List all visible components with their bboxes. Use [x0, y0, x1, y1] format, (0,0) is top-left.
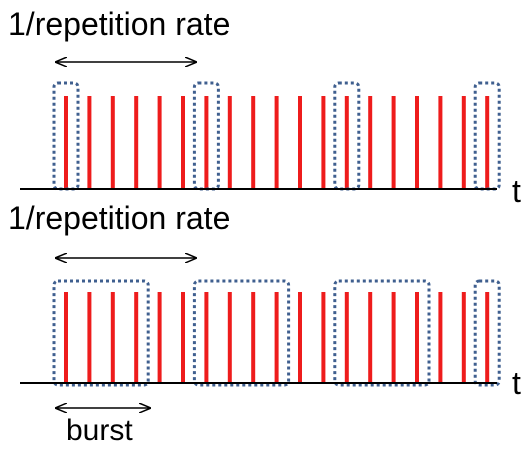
bottom-pulse	[204, 292, 209, 383]
top-pulse	[298, 96, 302, 189]
top-pulse	[274, 96, 279, 189]
top-pulse	[110, 96, 115, 189]
bottom-pulse	[485, 292, 490, 383]
top-pulse-train	[64, 96, 490, 189]
bottom-selection-box	[473, 279, 501, 387]
bottom-selection-box	[52, 279, 150, 387]
bottom-selection-box	[333, 279, 431, 387]
bottom-pulse	[321, 292, 326, 383]
bottom-pulse	[64, 292, 68, 383]
top-period-label: 1/repetition rate	[8, 6, 230, 42]
top-pulse	[157, 96, 162, 189]
bottom-selection-boxes	[52, 279, 501, 387]
top-pulse	[438, 96, 443, 189]
bottom-pulse	[415, 292, 419, 383]
top-pulse	[227, 96, 232, 189]
bottom-selection-box	[192, 279, 291, 387]
bottom-pulse-train	[64, 292, 490, 383]
bottom-pulse	[134, 292, 139, 383]
bottom-pulse	[391, 292, 396, 383]
bottom-pulse	[227, 292, 232, 383]
top-pulse	[321, 96, 326, 189]
bottom-pulse	[157, 292, 162, 383]
top-pulse	[87, 96, 92, 189]
bottom-pulse	[344, 292, 349, 383]
top-pulse	[368, 96, 373, 189]
bottom-pulse	[438, 292, 443, 383]
top-pulse	[64, 96, 68, 189]
top-pulse	[204, 96, 209, 189]
top-pulse	[415, 96, 419, 189]
top-pulse	[485, 96, 490, 189]
top-pulse	[344, 96, 349, 189]
bottom-pulse	[461, 292, 466, 383]
burst-label: burst	[66, 414, 133, 447]
bottom-pulse	[110, 292, 115, 383]
top-axis-label: t	[512, 173, 521, 209]
top-pulse	[134, 96, 139, 189]
bottom-pulse	[251, 292, 256, 383]
top-pulse	[181, 96, 185, 189]
bottom-axis-label: t	[512, 365, 521, 401]
bottom-period-label: 1/repetition rate	[8, 200, 230, 236]
top-pulse	[391, 96, 396, 189]
bottom-pulse	[298, 292, 302, 383]
bottom-pulse	[274, 292, 279, 383]
top-pulse	[251, 96, 256, 189]
bottom-pulse	[368, 292, 373, 383]
top-pulse	[461, 96, 466, 189]
bottom-pulse	[87, 292, 92, 383]
bottom-pulse	[181, 292, 185, 383]
